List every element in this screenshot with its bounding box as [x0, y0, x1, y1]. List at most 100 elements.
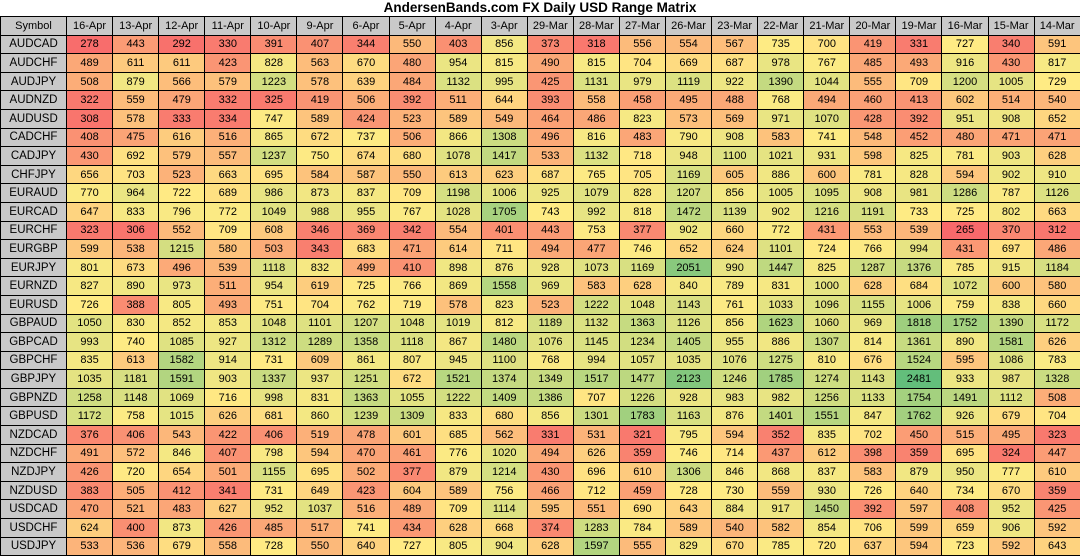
range-cell: 640	[895, 480, 943, 501]
table-row-USDJPY: USDJPY 533 536 679 558 728 550 640 727 805 904 628 1…	[0, 536, 1080, 556]
range-cell: 587	[342, 164, 390, 185]
range-cell: 1000	[803, 276, 851, 296]
range-cell: 628	[849, 276, 897, 296]
range-cell: 516	[204, 127, 252, 148]
range-cell: 979	[618, 71, 667, 92]
range-cell: 1096	[803, 294, 851, 315]
range-cell: 703	[112, 164, 160, 185]
range-cell: 344	[342, 34, 390, 55]
range-cell: 359	[1033, 480, 1080, 501]
range-cell: 477	[572, 239, 620, 259]
range-cell: 951	[941, 108, 989, 129]
row-label-AUDCHF: AUDCHF	[0, 53, 67, 73]
range-cell: 1100	[480, 350, 528, 371]
range-cell: 1049	[250, 201, 298, 222]
range-cell: 781	[849, 164, 897, 185]
range-cell: 916	[941, 53, 989, 73]
range-cell: 423	[204, 53, 252, 73]
range-cell: 950	[941, 462, 989, 482]
range-cell: 2051	[665, 257, 713, 278]
range-cell: 430	[526, 462, 574, 482]
row-label-GBPNZD: GBPNZD	[0, 387, 67, 408]
range-cell: 486	[1033, 239, 1080, 259]
range-cell: 714	[711, 443, 759, 464]
column-header-3-Apr: 3-Apr	[480, 16, 528, 36]
range-cell: 554	[434, 220, 482, 241]
range-cell: 413	[895, 90, 943, 110]
range-cell: 430	[987, 53, 1035, 73]
range-cell: 1085	[158, 332, 206, 352]
range-cell: 1169	[618, 257, 667, 278]
range-cell: 494	[526, 239, 574, 259]
row-label-NZDUSD: NZDUSD	[0, 480, 67, 501]
range-cell: 1517	[572, 369, 620, 389]
range-cell: 1112	[987, 387, 1035, 408]
range-cell: 578	[296, 71, 344, 92]
range-cell: 856	[526, 406, 574, 427]
range-cell: 1491	[941, 387, 989, 408]
range-cell: 377	[388, 462, 436, 482]
range-cell: 599	[65, 239, 114, 259]
range-cell: 592	[987, 536, 1035, 556]
range-cell: 312	[1033, 220, 1080, 241]
range-cell: 583	[572, 276, 620, 296]
range-cell: 1376	[895, 257, 943, 278]
range-cell: 756	[480, 480, 528, 501]
range-cell: 687	[526, 164, 574, 185]
table-row-EURJPY: EURJPY 801 673 496 539 1118 832 499 410 898 876 928…	[0, 257, 1080, 278]
range-cell: 1198	[434, 183, 482, 203]
range-cell: 346	[296, 220, 344, 241]
column-header-4-Apr: 4-Apr	[434, 16, 482, 36]
range-cell: 647	[65, 201, 114, 222]
range-cell: 767	[388, 201, 436, 222]
range-cell: 1582	[158, 350, 206, 371]
range-cell: 762	[342, 294, 390, 315]
range-cell: 1374	[480, 369, 528, 389]
range-cell: 359	[895, 443, 943, 464]
range-cell: 1222	[572, 294, 620, 315]
range-cell: 1390	[987, 313, 1035, 334]
range-cell: 393	[526, 90, 574, 110]
range-cell: 1477	[618, 369, 667, 389]
range-cell: 579	[204, 71, 252, 92]
range-cell: 431	[803, 220, 851, 241]
column-header-6-Apr: 6-Apr	[342, 16, 390, 36]
range-cell: 1172	[1033, 313, 1080, 334]
range-cell: 1015	[158, 406, 206, 427]
range-cell: 550	[388, 34, 436, 55]
range-cell: 265	[941, 220, 989, 241]
range-cell: 825	[895, 146, 943, 166]
range-cell: 1524	[895, 350, 943, 371]
column-header-16-Apr: 16-Apr	[65, 16, 114, 36]
range-cell: 639	[342, 71, 390, 92]
range-cell: 867	[434, 332, 482, 352]
range-cell: 567	[711, 34, 759, 55]
range-cell: 1133	[849, 387, 897, 408]
range-cell: 1328	[1033, 369, 1080, 389]
range-cell: 604	[388, 480, 436, 501]
range-cell: 995	[480, 71, 528, 92]
range-cell: 613	[434, 164, 482, 185]
range-cell: 1191	[849, 201, 897, 222]
range-cell: 869	[434, 276, 482, 296]
range-cell: 876	[480, 257, 528, 278]
range-cell: 1226	[618, 387, 667, 408]
range-cell: 550	[296, 536, 344, 556]
range-cell: 563	[296, 53, 344, 73]
range-cell: 835	[65, 350, 114, 371]
range-cell: 1214	[480, 462, 528, 482]
range-cell: 687	[711, 53, 759, 73]
range-cell: 495	[987, 425, 1035, 445]
range-cell: 1114	[480, 499, 528, 520]
range-cell: 1069	[158, 387, 206, 408]
range-cell: 464	[526, 108, 574, 129]
range-cell: 1095	[803, 183, 851, 203]
range-cell: 426	[65, 462, 114, 482]
range-cell: 583	[757, 127, 805, 148]
column-header-26-Mar: 26-Mar	[665, 16, 713, 36]
range-cell: 1155	[250, 462, 298, 482]
range-cell: 790	[665, 127, 713, 148]
range-cell: 765	[572, 164, 620, 185]
range-cell: 835	[803, 425, 851, 445]
range-cell: 1361	[895, 332, 943, 352]
